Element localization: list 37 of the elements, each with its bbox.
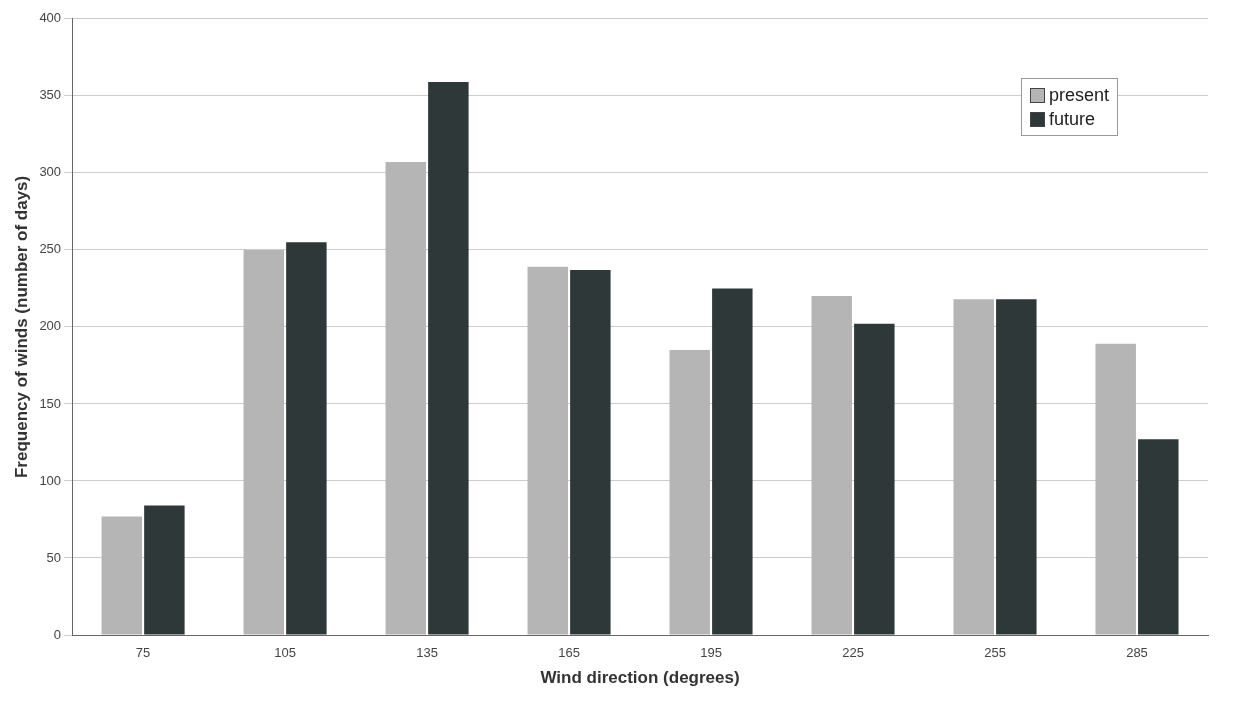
y-tick-label: 400 — [39, 10, 62, 26]
bar — [527, 266, 568, 635]
bar — [996, 299, 1037, 635]
y-tick-label: 0 — [53, 626, 62, 642]
y-tick-label: 150 — [39, 395, 62, 411]
x-tick-label: 75 — [135, 645, 151, 661]
bar — [811, 296, 852, 635]
x-tick-label: 165 — [558, 645, 580, 661]
bar — [243, 249, 285, 635]
bar — [570, 269, 611, 635]
x-tick-label: 135 — [416, 645, 438, 661]
bar — [101, 516, 143, 635]
y-tick-label: 300 — [39, 164, 62, 180]
bar — [428, 81, 469, 635]
x-tick-label: 195 — [700, 645, 722, 661]
bar — [953, 299, 994, 635]
bar — [286, 242, 327, 635]
bar — [1095, 343, 1136, 635]
x-tick-label: 225 — [842, 645, 864, 661]
y-tick-label: 200 — [39, 318, 62, 334]
x-tick-label: 285 — [1126, 645, 1148, 661]
y-tick-label: 350 — [39, 87, 62, 103]
x-tick-label: 255 — [984, 645, 1006, 661]
x-tick-label: 105 — [274, 645, 296, 661]
y-tick-label: 50 — [46, 549, 62, 565]
y-tick-label: 100 — [39, 472, 62, 488]
bar — [1138, 439, 1179, 635]
legend-label: present — [1048, 84, 1109, 107]
bar — [144, 505, 185, 635]
y-tick-label: 250 — [39, 241, 62, 257]
x-axis-title: Wind direction (degrees) — [540, 668, 740, 688]
bar — [854, 323, 895, 635]
bar — [712, 288, 753, 635]
bar — [385, 162, 426, 635]
bar — [669, 350, 710, 635]
y-axis-title: Frequency of winds (number of days) — [11, 175, 31, 479]
legend-label: future — [1048, 108, 1095, 131]
